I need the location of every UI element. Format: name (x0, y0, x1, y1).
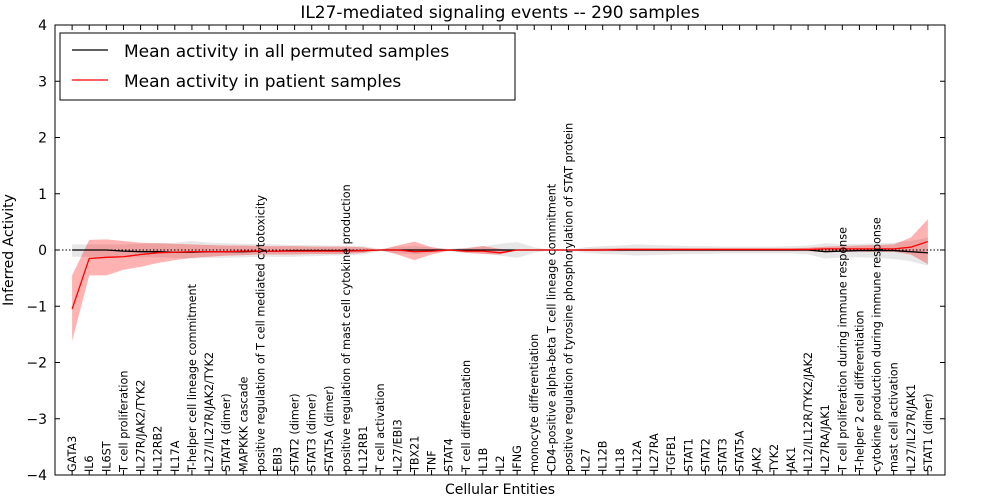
x-tick-label: JAK1 (785, 447, 798, 473)
y-tick-label: −4 (26, 468, 47, 484)
x-tick-label: JAK2 (751, 447, 764, 473)
x-tick-label: STAT5A (734, 430, 747, 472)
x-tick-label: IL12B (597, 441, 610, 472)
x-tick-label: EBI3 (272, 447, 285, 472)
x-tick-label: IL27R/JAK2/TYK2 (135, 380, 148, 472)
x-tick-label: positive regulation of T cell mediated c… (254, 195, 267, 472)
x-tick-label: IL1B (477, 448, 490, 472)
legend-label-permuted: Mean activity in all permuted samples (124, 42, 449, 62)
x-tick-label: T-helper cell lineage commitment (186, 283, 199, 473)
x-tick-label: TYK2 (768, 444, 781, 473)
x-tick-label: monocyte differentiation (528, 334, 541, 472)
x-tick-label: IL12RB1 (357, 426, 370, 472)
x-tick-label: IL27/EBI3 (391, 419, 404, 472)
x-tick-label: MAPKKK cascade (237, 376, 250, 472)
x-tick-label: T cell proliferation (117, 371, 130, 473)
x-tick-label: positive regulation of tyrosine phosphor… (562, 123, 575, 472)
x-tick-label: STAT3 (717, 438, 730, 472)
x-tick-label: IL27RA/JAK1 (819, 404, 832, 472)
x-tick-label: TNF (426, 450, 439, 473)
x-tick-label: GATA3 (66, 436, 79, 472)
x-tick-label: cytokine production during immune respon… (871, 217, 884, 472)
legend-label-patient: Mean activity in patient samples (124, 72, 401, 92)
x-tick-label: STAT3 (dimer) (306, 393, 319, 472)
x-tick-label: CD4-positive alpha-beta T cell lineage c… (545, 183, 558, 472)
plot-area (54, 24, 946, 476)
y-tick-labels: −4 −3 −2 −1 0 1 2 3 4 (26, 18, 47, 484)
x-tick-label: IL12RB2 (152, 426, 165, 472)
x-tick-label: IFNG (511, 445, 524, 472)
x-tick-label: STAT1 (682, 438, 695, 472)
chart-title: IL27-mediated signaling events -- 290 sa… (300, 3, 700, 23)
y-tick-label: 3 (38, 74, 47, 90)
x-tick-label: IL6 (83, 455, 96, 472)
x-tick-label: T cell activation (374, 383, 387, 473)
x-tick-label: STAT5A (dimer) (323, 386, 336, 472)
x-tick-label: T-helper 2 cell differentiation (853, 311, 866, 473)
x-tick-label: IL27 (580, 448, 593, 472)
y-axis-label: Inferred Activity (1, 194, 17, 306)
x-tick-label: IL6ST (100, 441, 113, 472)
x-tick-label: STAT4 (443, 438, 456, 472)
x-tick-label: positive regulation of mast cell cytokin… (340, 184, 353, 472)
x-tick-label: T cell proliferation during immune respo… (836, 227, 849, 473)
y-tick-label: −3 (26, 412, 47, 428)
x-tick-label: STAT1 (dimer) (922, 393, 935, 472)
x-axis-label: Cellular Entities (445, 482, 555, 498)
y-tick-label: 2 (38, 131, 47, 147)
x-tick-labels: GATA3 IL6 IL6ST T cell proliferation IL27R/J… (66, 123, 935, 473)
x-tick-label: IL18 (614, 448, 627, 472)
x-tick-label: IL27RA (648, 433, 661, 472)
x-tick-label: STAT4 (dimer) (220, 393, 233, 472)
x-tick-label: IL12A (631, 440, 644, 472)
x-tick-label: TBX21 (408, 436, 421, 473)
y-tick-label: −1 (26, 299, 47, 315)
x-tick-label: IL2 (494, 455, 507, 472)
x-tick-label: STAT2 (699, 438, 712, 472)
legend: Mean activity in all permuted samples Me… (59, 32, 516, 101)
x-tick-label: IL12/IL12R/TYK2/JAK2 (802, 352, 815, 472)
y-tick-label: 4 (38, 18, 47, 34)
permuted-band (72, 237, 928, 266)
y-tick-label: −2 (26, 356, 47, 372)
x-tick-label: mast cell activation (888, 362, 901, 472)
legend-box (59, 32, 516, 101)
patient-mean-line (71, 240, 929, 310)
x-tick-label: TGFB1 (665, 435, 678, 473)
x-tick-label: IL17A (169, 440, 182, 472)
x-tick-label: IL27/IL27R/JAK2/TYK2 (203, 352, 216, 472)
x-tick-label: T cell differentiation (460, 360, 473, 473)
y-tick-label: 1 (38, 187, 47, 203)
x-tick-label: STAT2 (dimer) (289, 393, 302, 472)
y-tick-label: 0 (38, 243, 47, 259)
x-tick-label: IL27/IL27R/JAK1 (905, 384, 918, 472)
